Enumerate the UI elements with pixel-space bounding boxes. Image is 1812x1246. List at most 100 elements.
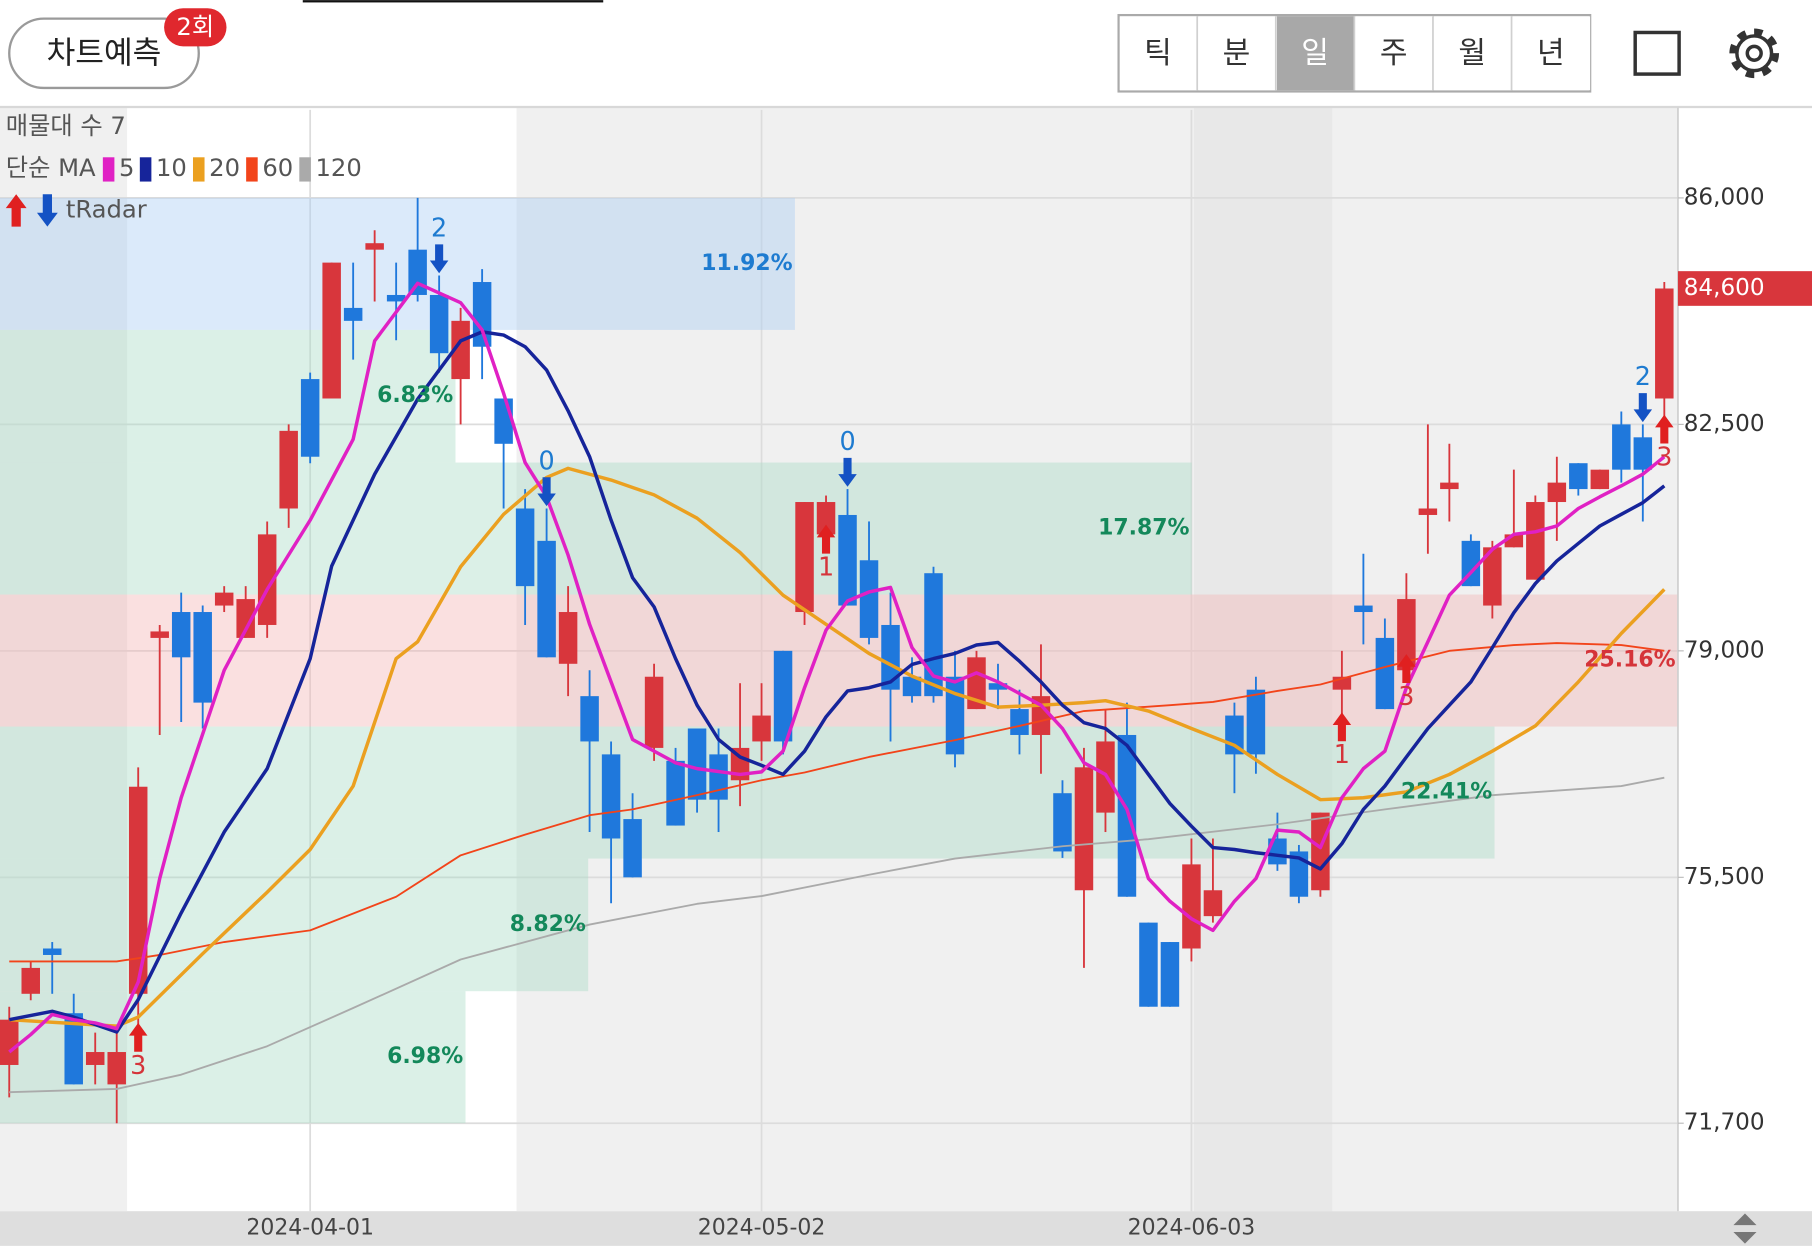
ma-legend-label: 5 — [119, 153, 134, 182]
tab-label: 일 — [1301, 36, 1329, 71]
tab-label: 월 — [1458, 36, 1486, 71]
period-shade — [1193, 107, 1333, 1212]
candle-body — [42, 948, 62, 955]
candle-body — [85, 1052, 105, 1065]
gear-hole — [1745, 44, 1763, 62]
candle-body — [709, 754, 728, 800]
gear-body — [1735, 34, 1774, 73]
scroll-down — [1733, 1232, 1757, 1244]
candle-body — [1203, 890, 1223, 917]
y-tick-label: 75,500 — [1684, 864, 1765, 890]
candle-body — [945, 676, 965, 755]
candle-body — [1053, 793, 1072, 852]
candle-body — [150, 631, 169, 638]
sell-signal-arrow — [1633, 393, 1653, 423]
volume-band — [0, 858, 589, 992]
candle-body — [1440, 482, 1459, 490]
buy-signal-arrow — [128, 1022, 148, 1052]
scroll-handle[interactable] — [1733, 1213, 1757, 1244]
candle-body — [752, 715, 771, 742]
moving-average-line — [8, 281, 1666, 1054]
candle-body — [1526, 502, 1545, 580]
candle-body — [1633, 437, 1653, 470]
moving-average-line — [9, 642, 1665, 963]
buy-signal-label: 3 — [1656, 442, 1672, 472]
x-tick-label: 2024-06-03 — [1128, 1216, 1256, 1241]
moving-average-layer — [8, 281, 1666, 1094]
candle-body — [472, 282, 492, 347]
candle-body — [580, 696, 599, 742]
candle-layer — [0, 197, 1674, 1124]
y-tick-label: 86,000 — [1684, 184, 1765, 210]
buy-signal-label: 3 — [130, 1050, 146, 1080]
tab[interactable] — [1355, 16, 1433, 91]
candle-body — [107, 1052, 126, 1085]
volume-profile-layer — [0, 197, 1678, 1124]
sell-signal-label: 2 — [1635, 361, 1651, 391]
candle-body — [1074, 767, 1094, 891]
candle-body — [214, 592, 234, 606]
candle-body — [1461, 540, 1481, 587]
tab[interactable] — [1434, 16, 1512, 91]
tab-label: 분 — [1223, 36, 1251, 71]
candle-body — [795, 502, 814, 613]
candle-body — [1289, 851, 1309, 897]
predict-button[interactable] — [8, 17, 200, 90]
last-price-label: 84,600 — [1684, 275, 1765, 301]
tab[interactable] — [1119, 16, 1198, 91]
candle-body — [64, 1013, 83, 1085]
grid-layer — [0, 109, 1678, 1212]
candle-body — [967, 657, 986, 710]
candle-body — [537, 540, 556, 658]
y-tick-label: 79,000 — [1684, 637, 1765, 663]
badge — [164, 8, 227, 47]
candle-body — [623, 819, 642, 878]
volume-band-label: 17.87% — [1098, 516, 1189, 541]
settings-icon[interactable] — [1729, 28, 1780, 79]
candle-body — [924, 573, 943, 697]
ma-legend-swatch — [139, 157, 152, 182]
candle-body — [1010, 709, 1029, 735]
tab[interactable] — [1198, 16, 1276, 91]
ma-legend-label: 60 — [262, 153, 293, 182]
sell-signal-label: 2 — [431, 212, 447, 242]
candle-body — [451, 320, 470, 380]
candle-body — [300, 379, 320, 457]
time-axis-strip — [0, 1211, 1812, 1246]
predict-button-label: 차트예측 — [47, 35, 162, 71]
candle-body — [1569, 463, 1588, 490]
candle-body — [988, 683, 1008, 690]
ma-legend-swatch — [299, 157, 311, 182]
tab-label: 주 — [1380, 36, 1408, 71]
radar-legend: tRadar — [66, 194, 147, 223]
tab[interactable] — [1512, 16, 1591, 91]
candle-body — [408, 249, 427, 295]
candle-body — [881, 624, 900, 690]
header-accent — [302, 0, 604, 3]
ma-legend-label: 단순 MA — [6, 153, 96, 182]
candle-body — [322, 262, 341, 399]
buy-signal-arrow — [1332, 712, 1352, 742]
candle-body — [171, 612, 191, 658]
candle-body — [558, 612, 578, 664]
buy-signal-label: 1 — [1334, 739, 1350, 769]
tab[interactable] — [1276, 16, 1355, 91]
sell-signal-arrow — [838, 457, 857, 487]
gear-teeth — [1729, 28, 1780, 79]
ma-legend-label: 20 — [209, 153, 240, 182]
candle-body — [386, 294, 406, 302]
candle-body — [236, 599, 255, 638]
candle-body — [257, 534, 277, 625]
ma-legend-label: 120 — [315, 153, 361, 182]
candle-body — [666, 760, 685, 826]
ma-legend-label: 10 — [156, 153, 187, 182]
moving-average-line — [9, 466, 1666, 1028]
layout-icon[interactable] — [1633, 30, 1681, 76]
sell-signal-arrow — [537, 477, 556, 507]
volume-band-label: 6.83% — [377, 383, 453, 408]
x-tick-label: 2024-05-02 — [698, 1216, 826, 1241]
candle-body — [1182, 864, 1201, 949]
candle-body — [644, 676, 664, 748]
